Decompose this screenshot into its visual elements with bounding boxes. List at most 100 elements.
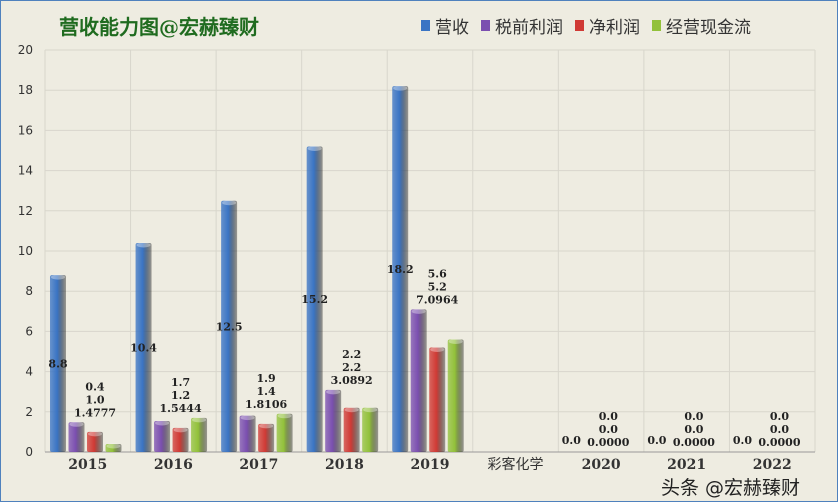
data-label: 0.0000	[587, 436, 629, 449]
data-label: 2.2	[342, 348, 361, 361]
legend-item: 税前利润	[481, 13, 563, 38]
bar-cap	[173, 427, 188, 433]
data-label: 5.2	[428, 280, 447, 293]
data-label: 0.0000	[758, 436, 800, 449]
legend-label: 营收	[435, 18, 469, 38]
x-tick-label: 2016	[154, 457, 193, 473]
y-tick-label: 2	[25, 405, 33, 419]
data-label: 0.0	[599, 423, 618, 436]
x-tick-label: 2017	[239, 457, 278, 473]
data-label: 10.4	[130, 341, 157, 354]
bar-cap	[240, 415, 255, 421]
legend: 营收 税前利润 净利润 经营现金流	[421, 13, 751, 38]
y-tick-label: 12	[18, 204, 33, 218]
data-label: 0.0	[684, 410, 703, 423]
data-label: 7.0964	[416, 293, 458, 306]
x-tick-label: 2021	[667, 457, 706, 473]
y-tick-label: 14	[18, 164, 33, 178]
bar-cap	[393, 85, 408, 91]
y-tick-label: 10	[18, 244, 33, 258]
bar-cap	[69, 421, 84, 427]
data-label: 1.7	[171, 376, 190, 389]
bar	[239, 415, 256, 452]
bar	[392, 86, 409, 453]
legend-swatch	[421, 20, 430, 31]
bar-cap	[136, 242, 151, 248]
bar-cap	[411, 308, 426, 314]
y-tick-label: 18	[18, 83, 33, 97]
legend-label: 净利润	[589, 18, 640, 38]
y-tick-label: 6	[25, 324, 33, 338]
bar	[325, 389, 342, 452]
data-label: 2.2	[342, 361, 361, 374]
x-tick-label: 2019	[411, 457, 450, 473]
legend-swatch	[575, 20, 584, 31]
data-label: 1.9	[257, 372, 276, 385]
watermark: 头条 @宏赫臻财	[661, 477, 801, 499]
bar	[135, 242, 152, 452]
bar-cap	[363, 407, 378, 413]
bar	[154, 420, 171, 452]
x-tick-label: 2015	[68, 457, 107, 473]
bar	[343, 407, 360, 452]
data-label: 1.2	[171, 389, 190, 402]
bar	[429, 347, 446, 452]
data-label: 0.0	[770, 410, 789, 423]
bar	[410, 309, 427, 452]
bar-cap	[307, 145, 322, 151]
data-label: 15.2	[301, 293, 328, 306]
legend-swatch	[481, 20, 490, 31]
bar-cap	[106, 443, 121, 449]
data-label: 5.6	[428, 267, 447, 280]
data-label: 0.0	[770, 423, 789, 436]
bar-cap	[222, 200, 237, 206]
data-label: 0.0	[599, 410, 618, 423]
bar	[68, 422, 85, 452]
x-tick-label: 2022	[753, 457, 792, 473]
bar-cap	[155, 420, 170, 426]
bar	[447, 339, 464, 452]
data-label: 1.8106	[245, 398, 287, 411]
bar	[276, 413, 293, 452]
bar	[87, 431, 103, 452]
data-label: 0.0	[562, 434, 581, 447]
bar-cap	[192, 417, 207, 423]
legend-swatch	[652, 20, 661, 31]
data-label: 1.5444	[160, 402, 202, 415]
data-label: 12.5	[216, 320, 243, 333]
y-tick-label: 20	[18, 43, 33, 57]
bar-cap	[344, 407, 359, 413]
legend-item: 营收	[421, 13, 469, 38]
bar	[50, 275, 66, 452]
bar	[172, 427, 189, 452]
data-label: 0.4	[85, 380, 104, 393]
legend-item: 净利润	[575, 13, 640, 38]
y-tick-label: 4	[25, 365, 33, 379]
bar-cap	[277, 413, 292, 419]
y-tick-label: 0	[25, 445, 33, 459]
bar	[191, 417, 208, 452]
bar	[105, 443, 122, 452]
bar-cap	[448, 338, 463, 344]
y-tick-label: 8	[25, 284, 33, 298]
data-label: 0.0	[733, 434, 752, 447]
legend-label: 经营现金流	[666, 18, 751, 38]
x-tick-label: 2018	[325, 457, 364, 473]
bar-cap	[88, 431, 102, 437]
data-label: 1.4777	[74, 406, 116, 419]
data-label: 0.0	[647, 434, 666, 447]
legend-label: 税前利润	[495, 18, 563, 38]
data-label: 1.4	[257, 385, 276, 398]
y-tick-label: 16	[18, 123, 33, 137]
bar-cap	[326, 389, 341, 395]
chart-title: 营收能力图@宏赫臻财	[59, 15, 259, 39]
data-label: 0.0000	[673, 436, 715, 449]
bar-cap	[430, 346, 445, 352]
data-label: 8.8	[48, 358, 67, 371]
bar-cap	[51, 274, 65, 280]
bar	[221, 200, 238, 452]
data-label: 0.0	[684, 423, 703, 436]
bar	[362, 407, 379, 452]
